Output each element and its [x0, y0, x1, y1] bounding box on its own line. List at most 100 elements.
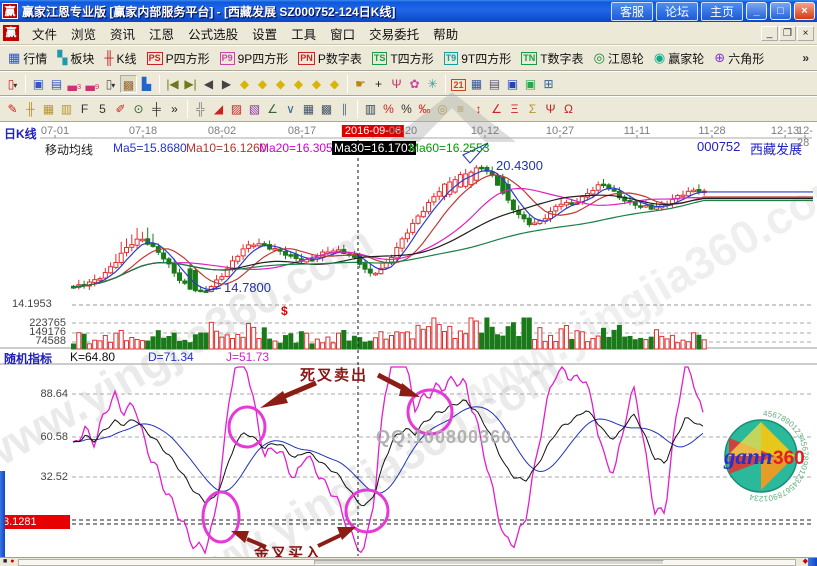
- toolbar-t-square-button[interactable]: TS T四方形: [368, 48, 438, 69]
- menu-工具[interactable]: 工具: [291, 27, 317, 42]
- maximize-button[interactable]: □: [770, 2, 791, 20]
- ratio-table-icon[interactable]: ▥: [364, 102, 377, 116]
- angle-lines-icon[interactable]: ∠: [267, 102, 278, 116]
- doc-close-button[interactable]: ×: [797, 25, 814, 41]
- gold-bars-icon[interactable]: ≡: [456, 102, 464, 116]
- crosshair-icon[interactable]: +: [374, 76, 382, 91]
- price-indicator-plot[interactable]: [0, 122, 817, 557]
- grid-dark2-icon[interactable]: ▩: [320, 102, 333, 116]
- menu-交易委托[interactable]: 交易委托: [369, 27, 420, 42]
- grid-dark-icon[interactable]: ▦: [302, 102, 315, 116]
- color-chart-icon[interactable]: ▙: [141, 76, 152, 91]
- expand-h-icon[interactable]: ◆: [257, 76, 268, 91]
- menu-江恩[interactable]: 江恩: [149, 27, 175, 42]
- psi-tool-icon[interactable]: Ψ: [545, 102, 556, 116]
- hatch-tool-icon[interactable]: ╫: [26, 102, 35, 116]
- kline-style-icon-dropdown[interactable]: ▾: [13, 80, 18, 90]
- menu-窗口[interactable]: 窗口: [330, 27, 356, 42]
- compress-h-icon[interactable]: ◆: [239, 76, 250, 91]
- toolbar-p-square-button[interactable]: PS P四方形: [143, 48, 214, 69]
- toolbar-9t-square-button[interactable]: T9 9T四方形: [440, 48, 516, 69]
- toolbar-kline-button[interactable]: ╫ K线: [100, 48, 140, 69]
- xi-tool-icon[interactable]: Ξ: [510, 102, 519, 116]
- calendar-icon[interactable]: 21: [451, 78, 466, 91]
- gann-grid-icon[interactable]: ▦: [42, 102, 55, 116]
- pointer-tool-icon[interactable]: Ψ: [391, 76, 402, 91]
- toolbar-blocks-button[interactable]: ▚ 板块: [53, 48, 98, 69]
- home-button[interactable]: 主页: [700, 1, 743, 21]
- toolbar-gann-wheel-button[interactable]: ◎ 江恩轮: [590, 48, 648, 69]
- export-icon[interactable]: ▣: [524, 76, 537, 91]
- notes-icon[interactable]: ▤: [488, 76, 501, 91]
- updown-icon[interactable]: ↕: [475, 102, 482, 116]
- mini-chart-3-icon[interactable]: ▃₃: [67, 76, 82, 91]
- scrollbar-thumb[interactable]: [314, 559, 665, 565]
- menu-设置[interactable]: 设置: [252, 27, 278, 42]
- chart-canvas[interactable]: www.yingjia360.com www.yingjia360.com ww…: [0, 92, 817, 566]
- prev-bar-icon[interactable]: ◀: [203, 76, 214, 91]
- hatch2-tool-icon[interactable]: ╪: [152, 102, 161, 116]
- circle-tool-icon[interactable]: ⊙: [133, 102, 144, 116]
- scroll-left-icon[interactable]: ■: [3, 558, 8, 565]
- forum-button[interactable]: 论坛: [655, 1, 698, 21]
- mini-chart-9-icon[interactable]: ▃₉: [85, 76, 100, 91]
- flower-tool-icon[interactable]: ✿: [409, 76, 420, 91]
- menu-帮助[interactable]: 帮助: [433, 27, 459, 42]
- gann-grid2-icon[interactable]: ▥: [60, 102, 73, 116]
- vee-lines-icon[interactable]: ∨: [286, 102, 295, 116]
- toolbar-hexagon-button[interactable]: ⊕ 六角形: [710, 48, 768, 69]
- compress-v-icon[interactable]: ◆: [275, 76, 286, 91]
- expand-all-icon[interactable]: ◆: [311, 76, 322, 91]
- info-panel-icon[interactable]: ▤: [50, 76, 63, 91]
- pen-tool-icon[interactable]: ✎: [7, 102, 18, 116]
- kline-style-icon[interactable]: ▯▾: [7, 76, 18, 91]
- fan-lines-icon[interactable]: ◢: [213, 102, 224, 116]
- toolbar-overflow-button[interactable]: »: [802, 51, 809, 65]
- omega-tool-icon[interactable]: Ω: [564, 102, 573, 116]
- menu-公式选股[interactable]: 公式选股: [188, 27, 239, 42]
- doc-restore-button[interactable]: ❐: [779, 25, 796, 41]
- drag-hand-icon[interactable]: ☛: [355, 76, 366, 91]
- close-button[interactable]: ×: [794, 2, 815, 20]
- percent-red-icon[interactable]: %: [383, 102, 394, 116]
- restore-scale-icon[interactable]: ◆: [329, 76, 340, 91]
- box-red-icon[interactable]: ▨: [230, 102, 243, 116]
- next-bar-icon[interactable]: ▶: [221, 76, 232, 91]
- slash-lines-icon[interactable]: ∥: [341, 102, 348, 116]
- goto-first-icon[interactable]: |◀: [166, 76, 179, 91]
- goto-last-icon[interactable]: ▶|: [184, 76, 197, 91]
- service-button[interactable]: 客服: [610, 1, 653, 21]
- more-tools[interactable]: »: [171, 102, 178, 116]
- expand-v-icon[interactable]: ◆: [293, 76, 304, 91]
- toolbar-quotes-button[interactable]: ▦ 行情: [4, 48, 51, 69]
- box-purple-icon[interactable]: ▧: [248, 102, 261, 116]
- frame-tool-icon[interactable]: ╬: [196, 102, 205, 116]
- menu-资讯[interactable]: 资讯: [110, 27, 136, 42]
- knot-tool-icon[interactable]: ✳: [427, 76, 438, 91]
- toolbar-9p-square-button[interactable]: P9 9P四方形: [216, 48, 293, 69]
- toolbar-p-table-button[interactable]: PN P数字表: [294, 48, 366, 69]
- menu-浏览[interactable]: 浏览: [71, 27, 97, 42]
- fib-5-icon[interactable]: 5: [99, 102, 106, 116]
- candle-width-icon-dropdown[interactable]: ▾: [111, 80, 116, 90]
- zoom-window-icon[interactable]: ▣: [32, 76, 45, 91]
- gold-circle-icon[interactable]: ◎: [437, 102, 448, 116]
- pen2-tool-icon[interactable]: ✐: [115, 102, 126, 116]
- sigma-tool-icon[interactable]: Σ: [528, 102, 537, 116]
- pc-sync-icon[interactable]: ⊞: [543, 76, 554, 91]
- fib-f-icon[interactable]: F: [80, 102, 89, 116]
- horizontal-scrollbar[interactable]: ■ ● ◆: [0, 557, 817, 566]
- calculator-icon[interactable]: ▦: [470, 76, 483, 91]
- toolbar-t-table-button[interactable]: TN T数字表: [517, 48, 587, 69]
- save-icon[interactable]: ▣: [506, 76, 519, 91]
- minimize-button[interactable]: _: [746, 2, 767, 20]
- toolbar-winner-wheel-button[interactable]: ◉ 赢家轮: [650, 48, 708, 69]
- doc-minimize-button[interactable]: _: [761, 25, 778, 41]
- permille-icon[interactable]: ‰: [418, 102, 431, 116]
- overlay-icon[interactable]: ▩: [120, 74, 137, 93]
- candle-width-icon[interactable]: ▯▾: [105, 76, 116, 91]
- percent-icon[interactable]: %: [401, 102, 412, 116]
- menu-文件[interactable]: 文件: [32, 27, 58, 42]
- scrollbar-track[interactable]: [18, 558, 796, 566]
- angle2-icon[interactable]: ∠: [491, 102, 502, 116]
